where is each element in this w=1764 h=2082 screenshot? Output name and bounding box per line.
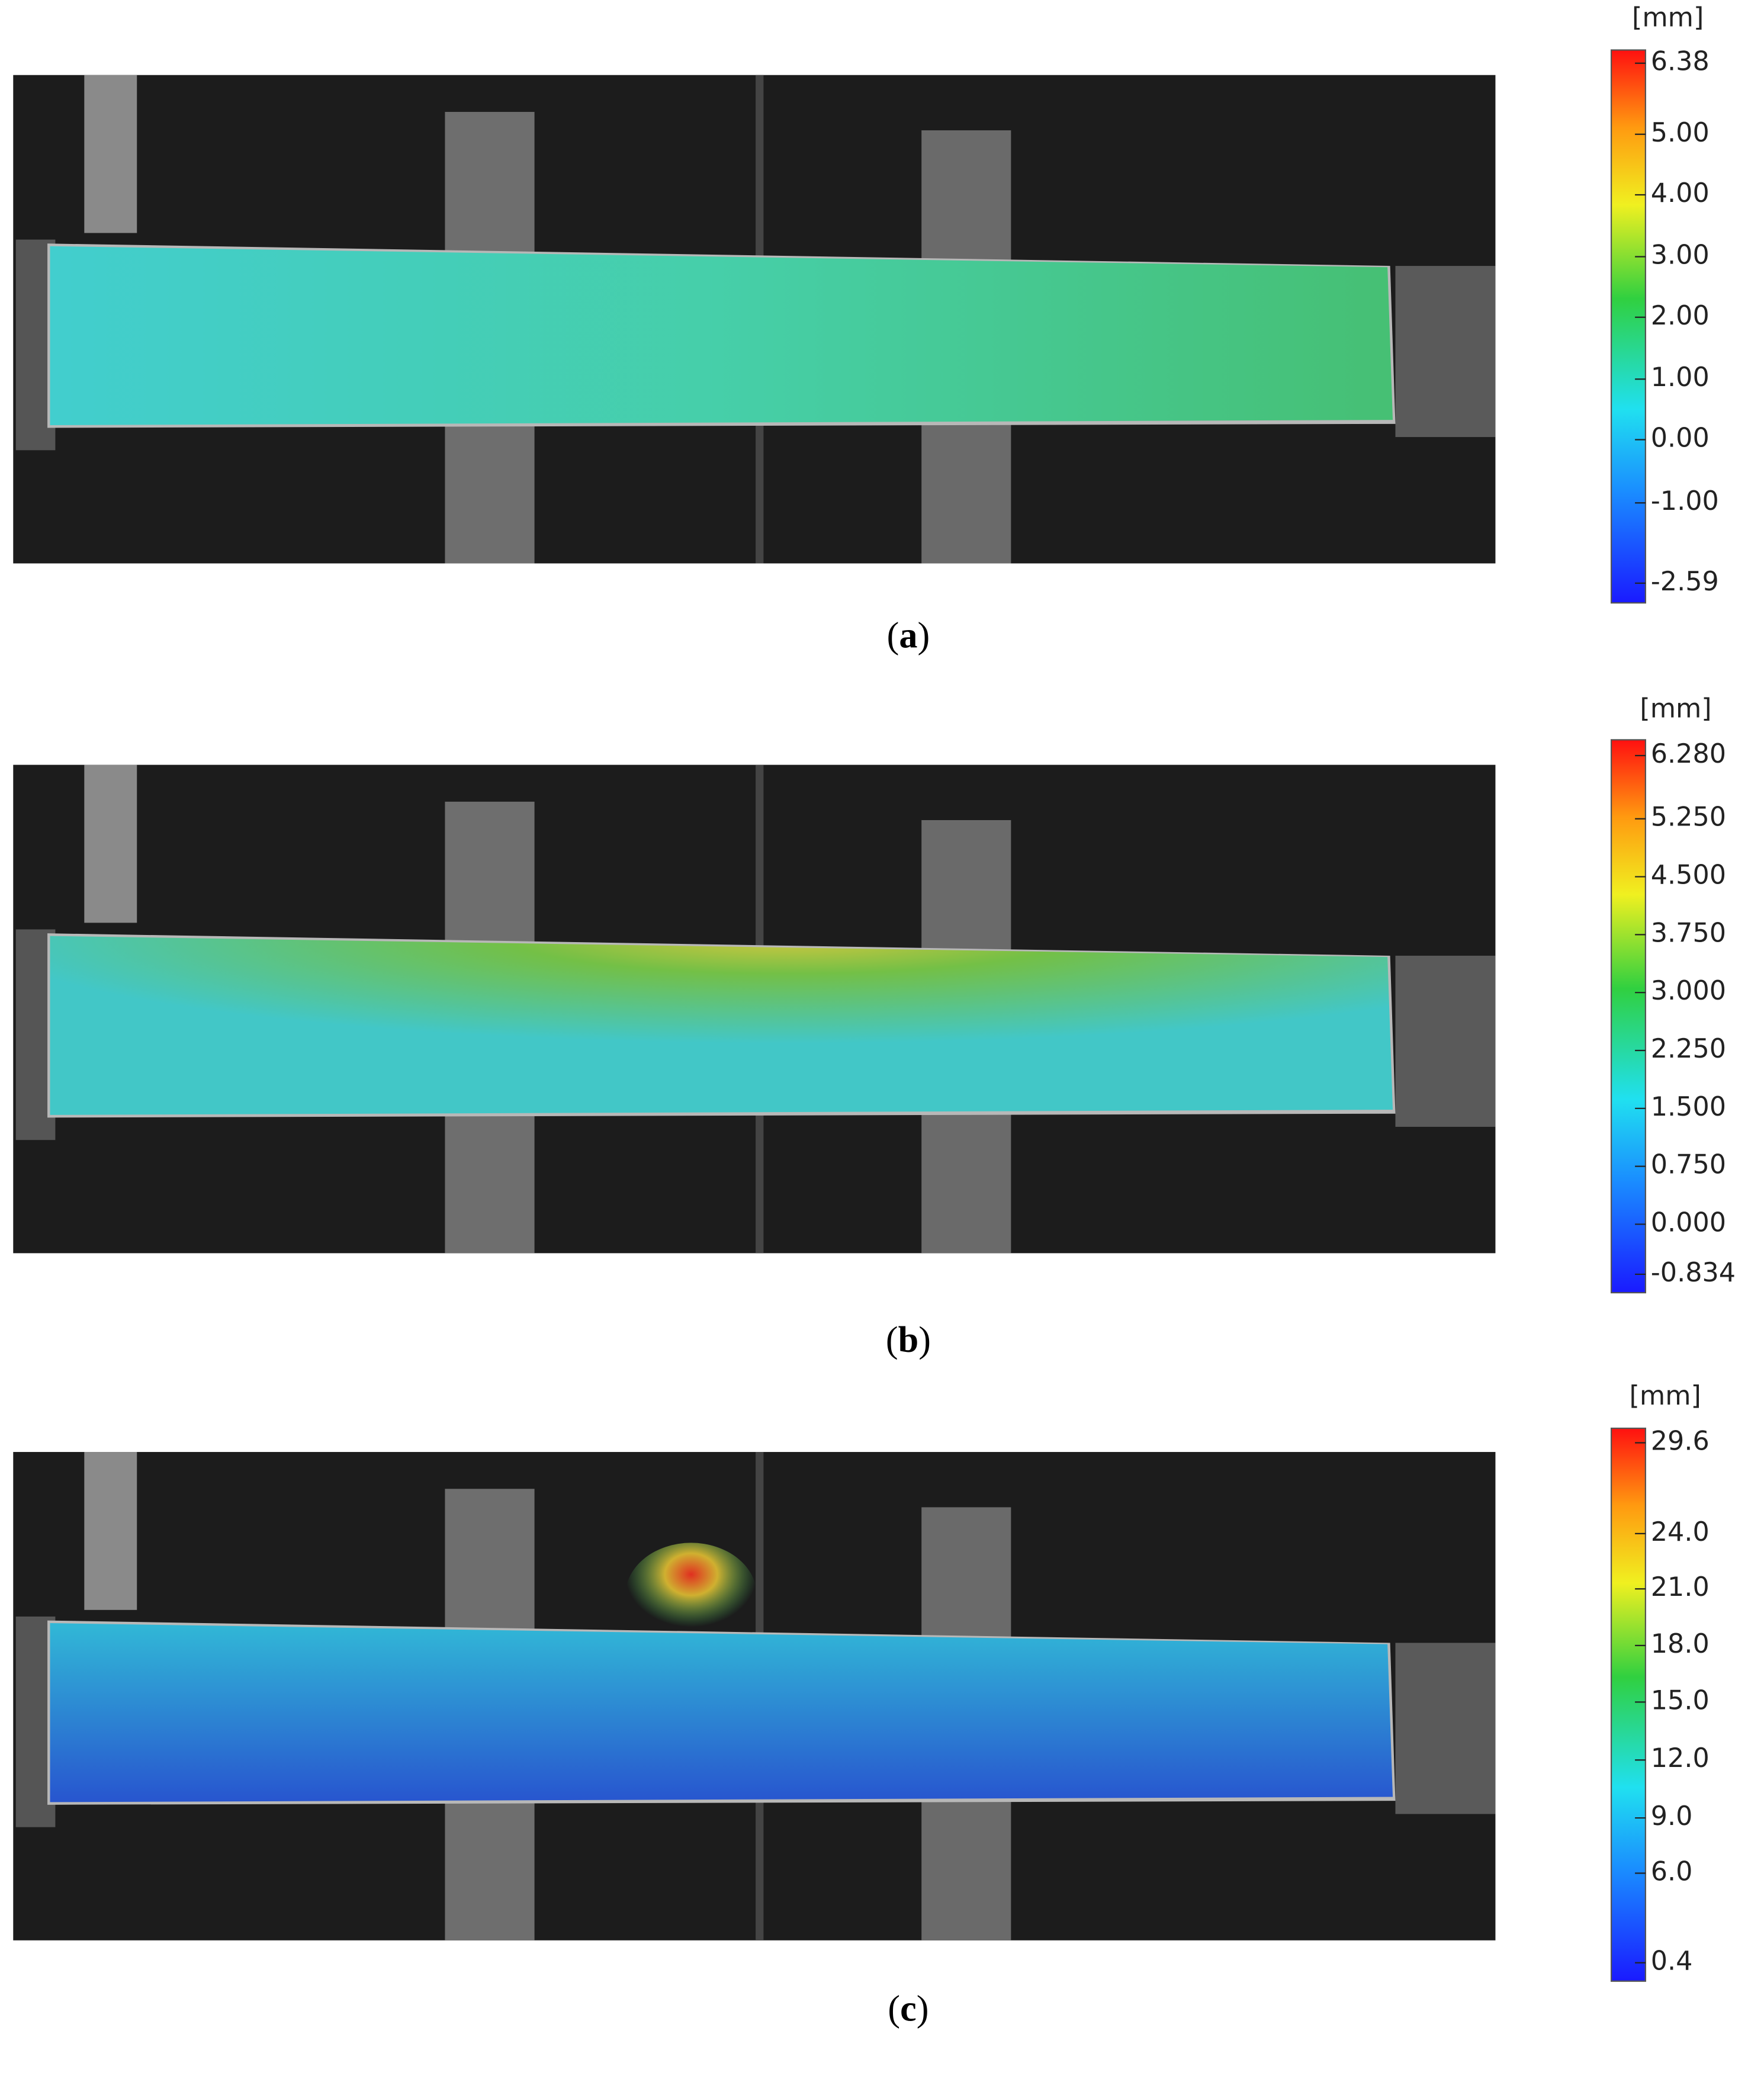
photo-block <box>1395 955 1496 1127</box>
colorbar-tick-label: 29.6 <box>1651 1426 1710 1456</box>
caption: (c) <box>888 1988 928 2029</box>
colorbar-tick-label: 9.0 <box>1651 1801 1693 1832</box>
colorbar-tick-label: 2.00 <box>1651 301 1710 331</box>
panel: [mm] 6.280 5.250 4.500 3.750 3.000 2.250 1.500 0… <box>13 694 1736 1360</box>
caption-open: ( <box>887 616 899 656</box>
colorbar-tick-label: 1.00 <box>1651 362 1710 393</box>
colorbar-unit: [mm] <box>1640 694 1711 724</box>
caption-close: ) <box>918 616 930 656</box>
colorbar-tick-label: 0.00 <box>1651 423 1710 454</box>
beam-field <box>50 246 1393 426</box>
caption-open: ( <box>886 1320 898 1360</box>
colorbar <box>1610 739 1646 1294</box>
colorbar <box>1610 1427 1646 1982</box>
beam-field <box>50 936 1393 1115</box>
beam-field <box>50 1623 1393 1803</box>
colorbar-tick-label: 3.000 <box>1651 976 1726 1006</box>
photo-block <box>84 1452 137 1610</box>
colorbar-tick-label: 0.4 <box>1651 1946 1693 1977</box>
colorbar-tick-label: 15.0 <box>1651 1685 1710 1715</box>
colorbar-tick-label: 5.250 <box>1651 802 1726 833</box>
caption: (a) <box>887 616 930 656</box>
caption-letter: b <box>898 1320 919 1360</box>
colorbar-tick-label: -2.59 <box>1651 567 1719 597</box>
colorbar-unit: [mm] <box>1630 1381 1701 1411</box>
panel: [mm] 6.38 5.00 4.00 3.00 2.00 1.00 0.00 -1.00 -2.… <box>13 2 1719 656</box>
colorbar-tick-label: 0.000 <box>1651 1207 1726 1238</box>
caption-letter: a <box>899 616 917 656</box>
colorbar-tick-label: 4.500 <box>1651 860 1726 891</box>
caption: (b) <box>886 1320 931 1360</box>
colorbar <box>1610 49 1646 604</box>
caption-letter: c <box>900 1988 917 2029</box>
colorbar-tick-label: -1.00 <box>1651 486 1719 516</box>
colorbar-tick-label: 18.0 <box>1651 1629 1710 1659</box>
caption-close: ) <box>917 1988 929 2029</box>
colorbar-tick-label: 3.750 <box>1651 918 1726 948</box>
panel: [mm] 29.6 24.0 21.0 18.0 15.0 12.0 9.0 6.0 0.4 (c) <box>13 1381 1710 2029</box>
colorbar-tick-label: 21.0 <box>1651 1572 1710 1602</box>
colorbar-tick-label: 24.0 <box>1651 1517 1710 1547</box>
photo-block <box>84 764 137 923</box>
hot-spot <box>625 1543 757 1649</box>
colorbar-tick-label: 1.500 <box>1651 1092 1726 1122</box>
colorbar-unit: [mm] <box>1632 2 1704 33</box>
colorbar-tick-label: 6.280 <box>1651 739 1726 769</box>
colorbar-tick-label: 2.250 <box>1651 1034 1726 1064</box>
colorbar-tick-label: 6.0 <box>1651 1856 1693 1887</box>
caption-open: ( <box>888 1988 900 2029</box>
colorbar-tick-label: 6.38 <box>1651 47 1710 77</box>
colorbar-tick-label: 0.750 <box>1651 1150 1726 1180</box>
colorbar-tick-label: 3.00 <box>1651 240 1710 270</box>
colorbar-tick-label: 5.00 <box>1651 118 1710 148</box>
photo-block <box>1395 266 1496 438</box>
photo-block <box>84 75 137 233</box>
caption-close: ) <box>918 1320 931 1360</box>
colorbar-tick-label: 12.0 <box>1651 1743 1710 1773</box>
photo-block <box>1395 1643 1496 1814</box>
colorbar-tick-label: 4.00 <box>1651 178 1710 208</box>
colorbar-tick-label: -0.834 <box>1651 1258 1736 1288</box>
